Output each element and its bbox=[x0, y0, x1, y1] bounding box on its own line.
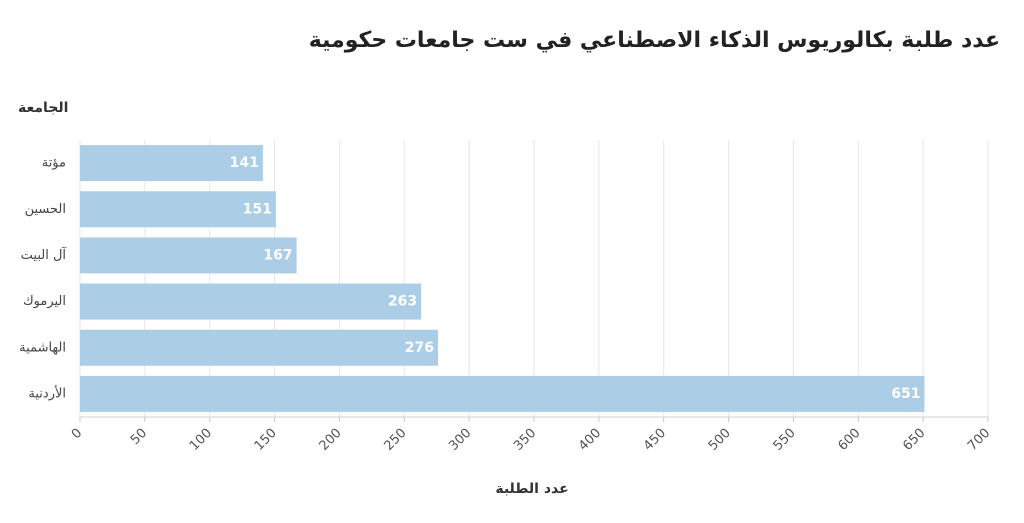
bar-value-label: 167 bbox=[263, 247, 292, 263]
x-tick-label: 150 bbox=[252, 426, 280, 454]
chart-title: عدد طلبة بكالوريوس الذكاء الاصطناعي في س… bbox=[308, 28, 1000, 53]
x-tick-label: 0 bbox=[69, 426, 85, 442]
x-tick-label: 650 bbox=[900, 426, 928, 454]
bar bbox=[80, 145, 263, 182]
x-tick-label: 200 bbox=[317, 426, 345, 454]
x-tick-label: 600 bbox=[835, 426, 863, 454]
bar bbox=[80, 237, 297, 274]
x-tick-label: 450 bbox=[641, 426, 669, 454]
bar bbox=[80, 375, 925, 412]
bar bbox=[80, 283, 422, 320]
y-tick-label: الهاشمية bbox=[19, 340, 66, 355]
x-axis-title: عدد الطلبة bbox=[495, 481, 569, 497]
y-tick-label: مؤتة bbox=[42, 156, 66, 171]
bar bbox=[80, 329, 439, 366]
bar-value-label: 263 bbox=[388, 294, 417, 310]
bar-value-label: 141 bbox=[230, 155, 259, 171]
bar bbox=[80, 191, 276, 228]
bar-value-label: 276 bbox=[405, 340, 434, 356]
bar-value-label: 151 bbox=[243, 201, 272, 217]
x-tick-label: 700 bbox=[965, 426, 993, 454]
x-tick-label: 350 bbox=[511, 426, 539, 454]
x-tick-label: 400 bbox=[576, 426, 604, 454]
x-tick-label: 550 bbox=[771, 426, 799, 454]
y-tick-label: اليرموك bbox=[23, 294, 66, 309]
x-tick-label: 100 bbox=[187, 426, 215, 454]
x-tick-label: 500 bbox=[706, 426, 734, 454]
bar-value-label: 651 bbox=[891, 386, 920, 402]
x-tick-label: 50 bbox=[128, 426, 150, 448]
y-axis-title: الجامعة bbox=[18, 100, 69, 116]
x-tick-label: 250 bbox=[381, 426, 409, 454]
y-tick-label: الأردنية bbox=[28, 384, 66, 401]
y-tick-label: الحسين bbox=[25, 202, 66, 217]
y-tick-label: آل البيت bbox=[21, 246, 68, 263]
x-tick-label: 300 bbox=[446, 426, 474, 454]
